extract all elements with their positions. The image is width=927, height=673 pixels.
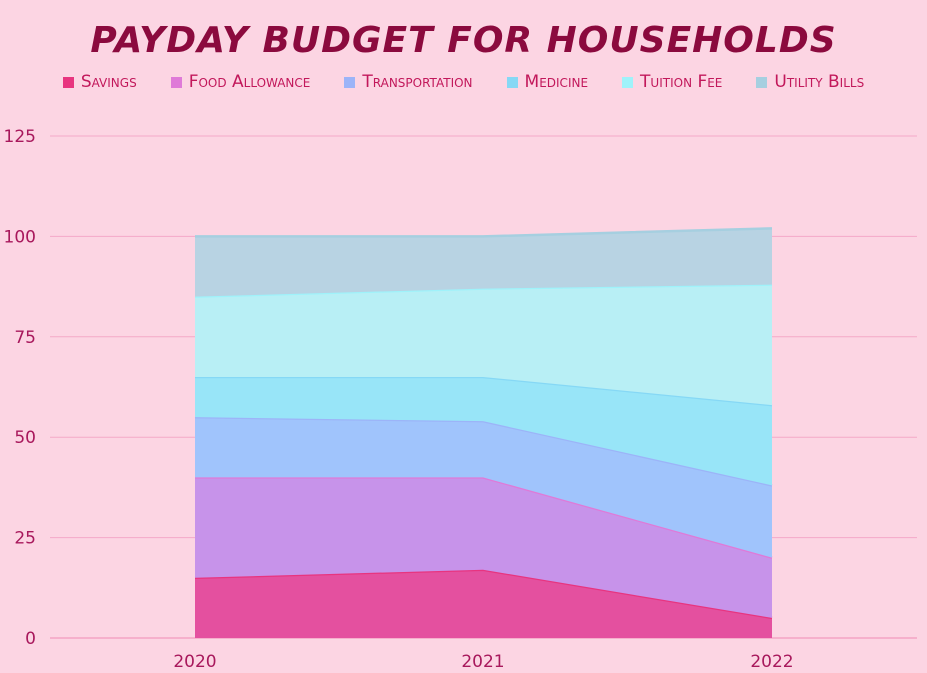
x-axis-ticks: 2020 2021 2022 — [173, 652, 793, 672]
legend-label: Utility Bills — [774, 72, 865, 92]
legend: Savings Food Allowance Transportation Medic… — [60, 72, 867, 92]
legend-label: Medicine — [524, 72, 589, 92]
x-tick-label: 2021 — [461, 652, 504, 672]
x-tick-label: 2022 — [750, 652, 793, 672]
y-tick-label: 0 — [25, 629, 36, 649]
legend-label: Savings — [80, 72, 137, 92]
area-transportation — [195, 417, 772, 558]
legend-item-transportation: Transportation — [344, 72, 473, 92]
legend-item-savings: Savings — [62, 72, 137, 92]
y-axis-ticks: 0 25 50 75 100 125 — [4, 127, 36, 649]
legend-item-food-allowance: Food Allowance — [170, 72, 311, 92]
area-tuition-fee — [195, 284, 772, 406]
legend-swatch — [344, 76, 356, 88]
legend-item-medicine: Medicine — [506, 72, 589, 92]
legend-swatch — [170, 76, 182, 88]
legend-label: Tuition Fee — [640, 72, 723, 92]
legend-label: Transportation — [362, 72, 473, 92]
area-savings — [195, 569, 772, 638]
y-tick-label: 25 — [14, 529, 36, 549]
area-medicine — [195, 376, 772, 486]
legend-swatch — [756, 76, 768, 88]
y-tick-label: 50 — [14, 428, 36, 448]
area-utility-bills — [195, 228, 772, 297]
legend-item-utility-bills: Utility Bills — [756, 72, 864, 92]
legend-swatch — [62, 76, 74, 88]
legend-label: Food Allowance — [188, 72, 311, 92]
y-tick-label: 125 — [4, 127, 36, 147]
area-line-utility-bills — [195, 227, 773, 238]
legend-item-tuition-fee: Tuition Fee — [622, 72, 722, 92]
chart-title: PAYDAY BUDGET FOR HOUSEHOLDS — [90, 20, 837, 61]
legend-swatch — [622, 76, 634, 88]
series-areas — [194, 227, 773, 638]
y-tick-label: 75 — [14, 328, 36, 348]
area-food-allowance — [195, 477, 772, 618]
legend-swatch — [506, 76, 518, 88]
y-tick-label: 100 — [4, 227, 36, 247]
x-tick-label: 2020 — [173, 652, 216, 672]
